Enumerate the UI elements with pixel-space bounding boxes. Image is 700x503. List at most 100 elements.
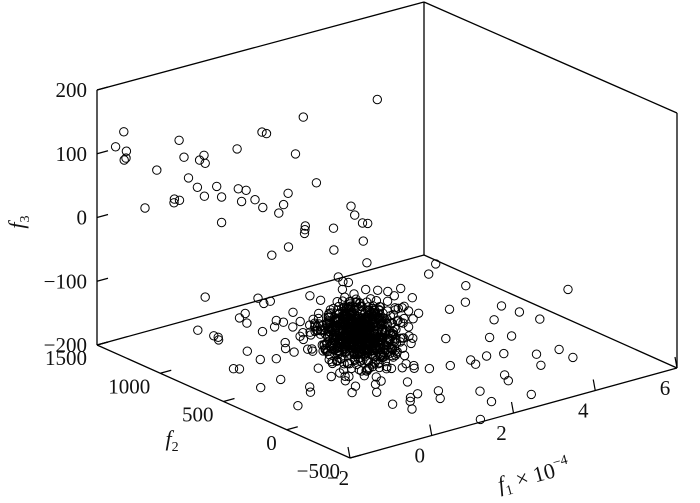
data-point-dense: [350, 304, 360, 314]
data-point-dense: [335, 354, 346, 364]
data-point-dense: [401, 359, 411, 369]
data-point: [363, 218, 373, 229]
y-axis-tick-label: 500: [182, 403, 214, 427]
data-point-dense: [335, 368, 345, 378]
data-point-dense: [383, 286, 393, 297]
y-axis-tick-label: 1500: [45, 346, 87, 370]
data-point: [402, 377, 413, 387]
data-point: [412, 389, 423, 399]
data-point: [431, 259, 441, 269]
data-point: [289, 347, 299, 357]
y-axis-tick-label: 0: [266, 431, 277, 455]
data-point: [257, 127, 267, 137]
data-point-dense: [391, 334, 401, 344]
data-point-dense: [379, 328, 390, 338]
data-point: [280, 343, 291, 354]
data-point-dense: [346, 363, 357, 374]
data-point-dense: [360, 352, 370, 362]
data-point: [475, 414, 486, 425]
data-point: [424, 269, 434, 279]
data-point-dense: [333, 314, 344, 325]
x-axis-tick-label: 2: [496, 421, 507, 445]
data-point: [407, 404, 417, 414]
data-point-dense: [386, 363, 397, 374]
data-point-dense: [351, 313, 361, 324]
data-point-dense: [396, 283, 406, 294]
data-point-dense: [371, 315, 382, 325]
data-point-dense: [383, 338, 394, 348]
data-point-dense: [298, 328, 308, 338]
data-point-dense: [365, 294, 376, 304]
y-axis-tick-label: −500: [297, 459, 340, 483]
data-point: [484, 332, 495, 343]
data-point: [257, 326, 268, 337]
data-point-dense: [371, 308, 381, 319]
y-axis-tick: [349, 454, 362, 459]
data-point-dense: [333, 326, 343, 336]
data-point: [110, 142, 121, 152]
data-point-dense: [329, 335, 339, 346]
data-point-dense: [346, 305, 356, 315]
z-axis-tick: [96, 341, 109, 346]
z-axis-tick-label: 200: [56, 78, 88, 102]
data-point: [255, 354, 265, 365]
x-axis-tick-label: 6: [660, 376, 671, 400]
data-point: [300, 221, 310, 231]
data-point: [305, 387, 316, 397]
data-point: [305, 382, 315, 392]
data-point: [236, 196, 247, 207]
data-point-dense: [326, 308, 336, 318]
data-point: [169, 198, 179, 208]
data-point-dense: [305, 320, 315, 330]
data-point: [526, 389, 536, 400]
data-point: [278, 199, 289, 210]
data-point: [183, 173, 194, 183]
x-axis-tick-label: −2: [327, 466, 349, 490]
data-point: [506, 331, 517, 341]
data-point-dense: [345, 344, 355, 354]
data-point: [407, 293, 417, 303]
data-point: [403, 306, 414, 316]
data-point: [169, 194, 180, 204]
data-point-dense: [408, 333, 418, 343]
data-point: [373, 285, 383, 295]
data-point-dense: [365, 327, 375, 337]
x-axis-tick: [429, 424, 433, 436]
z-axis-label: f3: [4, 215, 33, 228]
data-point: [300, 225, 310, 235]
data-point: [199, 191, 210, 201]
data-point-dense: [406, 338, 416, 349]
data-point: [288, 307, 298, 317]
data-point-dense: [345, 349, 355, 359]
z-axis-tick-label: −200: [44, 333, 87, 357]
data-point: [405, 392, 416, 403]
data-point-dense: [395, 337, 405, 347]
data-point-dense: [361, 366, 371, 376]
data-point-dense: [397, 303, 407, 313]
box-edge-back-top: [96, 1, 425, 91]
data-point: [200, 292, 210, 302]
z-axis-tick: [96, 277, 109, 282]
data-point: [305, 291, 315, 301]
z-axis-tick: [96, 150, 109, 155]
data-point-dense: [387, 328, 397, 339]
z-axis-tick: [96, 86, 109, 91]
data-point: [536, 360, 546, 370]
data-point: [152, 165, 162, 175]
data-point: [271, 315, 281, 326]
data-point: [212, 181, 222, 192]
data-point-dense: [318, 346, 328, 356]
data-point: [326, 371, 336, 382]
data-point: [179, 152, 189, 162]
data-point: [267, 250, 277, 260]
data-point-dense: [353, 354, 363, 364]
data-point-dense: [327, 356, 337, 367]
data-point: [299, 228, 310, 239]
data-point-dense: [322, 331, 333, 341]
data-point-dense: [365, 339, 375, 350]
data-point: [372, 387, 382, 397]
data-point-dense: [338, 276, 348, 287]
data-point: [313, 363, 323, 373]
data-point-dense: [370, 338, 380, 349]
z-axis-tick-label: −100: [44, 269, 87, 293]
